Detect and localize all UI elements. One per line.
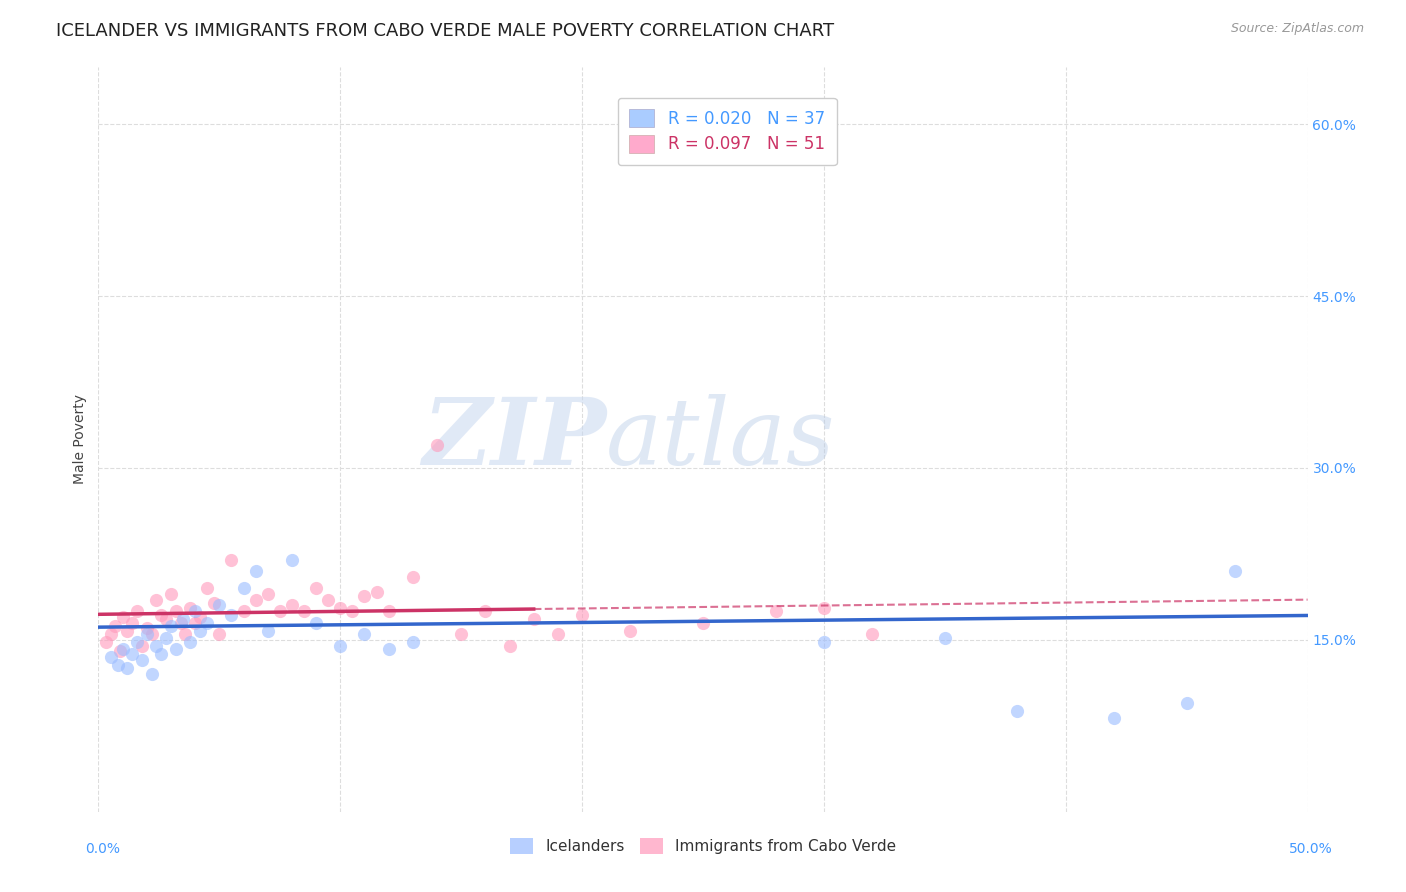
Point: [100, 627, 122, 641]
Point: [305, 582, 328, 596]
Point: [269, 604, 291, 618]
Point: [353, 627, 375, 641]
Point: [121, 615, 143, 630]
Point: [195, 582, 218, 596]
Point: [934, 631, 956, 645]
Point: [155, 612, 177, 626]
Point: [121, 647, 143, 661]
Point: [117, 624, 139, 638]
Point: [160, 619, 183, 633]
Text: ICELANDER VS IMMIGRANTS FROM CABO VERDE MALE POVERTY CORRELATION CHART: ICELANDER VS IMMIGRANTS FROM CABO VERDE …: [56, 22, 834, 40]
Point: [377, 604, 399, 618]
Point: [305, 615, 328, 630]
Point: [165, 642, 187, 657]
Point: [1175, 696, 1198, 710]
Point: [1007, 704, 1029, 718]
Point: [188, 610, 211, 624]
Point: [108, 644, 131, 658]
Point: [221, 552, 243, 566]
Point: [281, 599, 304, 613]
Point: [174, 627, 197, 641]
Point: [131, 639, 153, 653]
Point: [155, 631, 177, 645]
Point: [256, 624, 278, 638]
Text: Source: ZipAtlas.com: Source: ZipAtlas.com: [1230, 22, 1364, 36]
Point: [169, 615, 191, 630]
Point: [232, 582, 254, 596]
Point: [860, 627, 883, 641]
Point: [813, 635, 835, 649]
Point: [353, 589, 375, 603]
Point: [281, 552, 304, 566]
Point: [523, 612, 546, 626]
Point: [145, 592, 167, 607]
Legend: Icelanders, Immigrants from Cabo Verde: Icelanders, Immigrants from Cabo Verde: [503, 831, 903, 860]
Point: [498, 639, 520, 653]
Y-axis label: Male Poverty: Male Poverty: [73, 394, 87, 484]
Point: [474, 604, 496, 618]
Point: [292, 604, 315, 618]
Point: [245, 592, 267, 607]
Point: [195, 615, 218, 630]
Point: [813, 600, 835, 615]
Point: [245, 564, 267, 578]
Text: ZIP: ZIP: [422, 394, 606, 484]
Point: [165, 604, 187, 618]
Point: [111, 610, 134, 624]
Point: [402, 635, 425, 649]
Point: [208, 627, 231, 641]
Point: [232, 604, 254, 618]
Point: [188, 624, 211, 638]
Point: [141, 627, 163, 641]
Point: [402, 570, 425, 584]
Point: [104, 619, 127, 633]
Point: [221, 607, 243, 622]
Point: [692, 615, 714, 630]
Point: [1223, 564, 1246, 578]
Point: [366, 584, 388, 599]
Point: [179, 635, 201, 649]
Point: [127, 604, 149, 618]
Point: [100, 650, 122, 665]
Point: [204, 596, 226, 610]
Point: [329, 600, 352, 615]
Point: [184, 604, 207, 618]
Point: [619, 117, 641, 131]
Point: [426, 438, 449, 452]
Point: [135, 621, 157, 635]
Point: [329, 639, 352, 653]
Point: [172, 612, 194, 626]
Text: atlas: atlas: [606, 394, 835, 484]
Point: [208, 599, 231, 613]
Point: [179, 600, 201, 615]
Point: [141, 667, 163, 681]
Text: 0.0%: 0.0%: [86, 842, 120, 856]
Point: [547, 627, 569, 641]
Point: [117, 661, 139, 675]
Point: [111, 642, 134, 657]
Point: [619, 624, 641, 638]
Point: [256, 587, 278, 601]
Point: [135, 627, 157, 641]
Text: 50.0%: 50.0%: [1288, 842, 1333, 856]
Point: [450, 627, 472, 641]
Point: [131, 653, 153, 667]
Point: [571, 607, 593, 622]
Point: [765, 604, 787, 618]
Point: [1102, 711, 1125, 725]
Point: [107, 658, 129, 673]
Point: [377, 642, 399, 657]
Point: [184, 615, 207, 630]
Point: [94, 635, 117, 649]
Point: [160, 587, 183, 601]
Point: [342, 604, 364, 618]
Point: [127, 635, 149, 649]
Point: [150, 647, 173, 661]
Point: [316, 592, 339, 607]
Point: [150, 607, 173, 622]
Point: [145, 639, 167, 653]
